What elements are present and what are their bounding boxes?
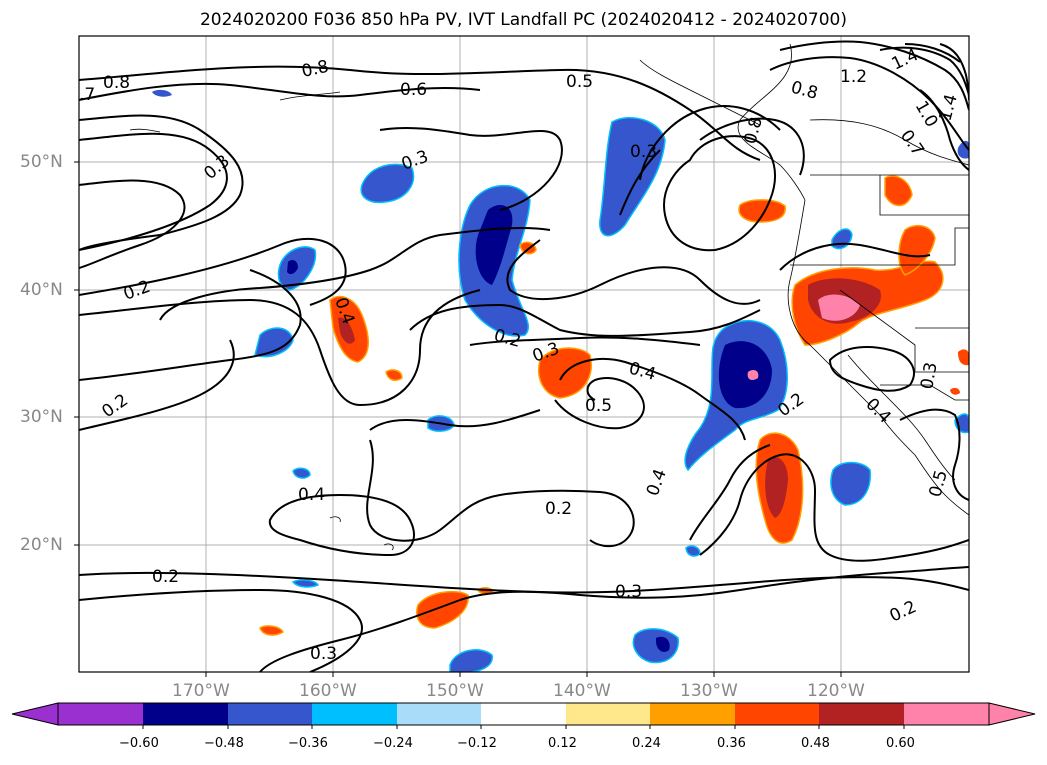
contour-label: 1.2 — [840, 67, 867, 87]
colorbar-tick-label: 0.24 — [632, 736, 661, 751]
lat-tick-label: 20°N — [20, 535, 63, 555]
plot-title: 2024020200 F036 850 hPa PV, IVT Landfall… — [199, 10, 847, 30]
contour-label: 0.4 — [298, 485, 325, 505]
contour-label: .7 — [79, 85, 95, 105]
contour-label: 0.8 — [103, 73, 130, 93]
lon-tick-label: 140°W — [553, 681, 611, 701]
colorbar-tick-label: 0.48 — [801, 736, 830, 751]
colorbar-tick-label: −0.24 — [373, 736, 413, 751]
map-frame — [78, 35, 970, 673]
lon-tick-label: 160°W — [299, 681, 357, 701]
colorbar-tick-label: 0.12 — [548, 736, 577, 751]
negative-fill-regions — [152, 89, 969, 672]
contour-label: 0.3 — [917, 361, 941, 391]
colorbar-tick-label: −0.48 — [204, 736, 244, 751]
map-background — [79, 36, 969, 672]
lat-tick-label: 30°N — [20, 407, 63, 427]
contour-label: 0.5 — [585, 396, 612, 416]
colorbar — [11, 702, 1036, 729]
lat-tick-label: 50°N — [20, 152, 63, 172]
colorbar-tick-label: −0.60 — [119, 736, 159, 751]
axis-ticks — [74, 161, 842, 677]
contour-label: 0.5 — [566, 72, 593, 92]
contour-label: 0.3 — [615, 582, 642, 602]
colorbar-tick-label: 0.60 — [886, 736, 915, 751]
colorbar-tick-label: 0.36 — [717, 736, 746, 751]
colorbar-tick-label: −0.12 — [457, 736, 497, 751]
lon-tick-label: 130°W — [680, 681, 738, 701]
colorbar-tick-label: −0.36 — [288, 736, 328, 751]
contour-label: 0.2 — [152, 567, 179, 587]
pv-contour-lines — [79, 40, 969, 672]
contour-label: 0.2 — [545, 499, 572, 519]
lat-tick-label: 40°N — [20, 280, 63, 300]
contour-label: 0.3 — [310, 644, 337, 664]
lon-tick-label: 170°W — [172, 681, 230, 701]
contour-label: 0.3 — [630, 142, 657, 162]
contour-label: 0.6 — [400, 80, 427, 100]
lon-tick-label: 150°W — [426, 681, 484, 701]
lon-tick-label: 120°W — [807, 681, 865, 701]
gridlines — [79, 36, 969, 672]
